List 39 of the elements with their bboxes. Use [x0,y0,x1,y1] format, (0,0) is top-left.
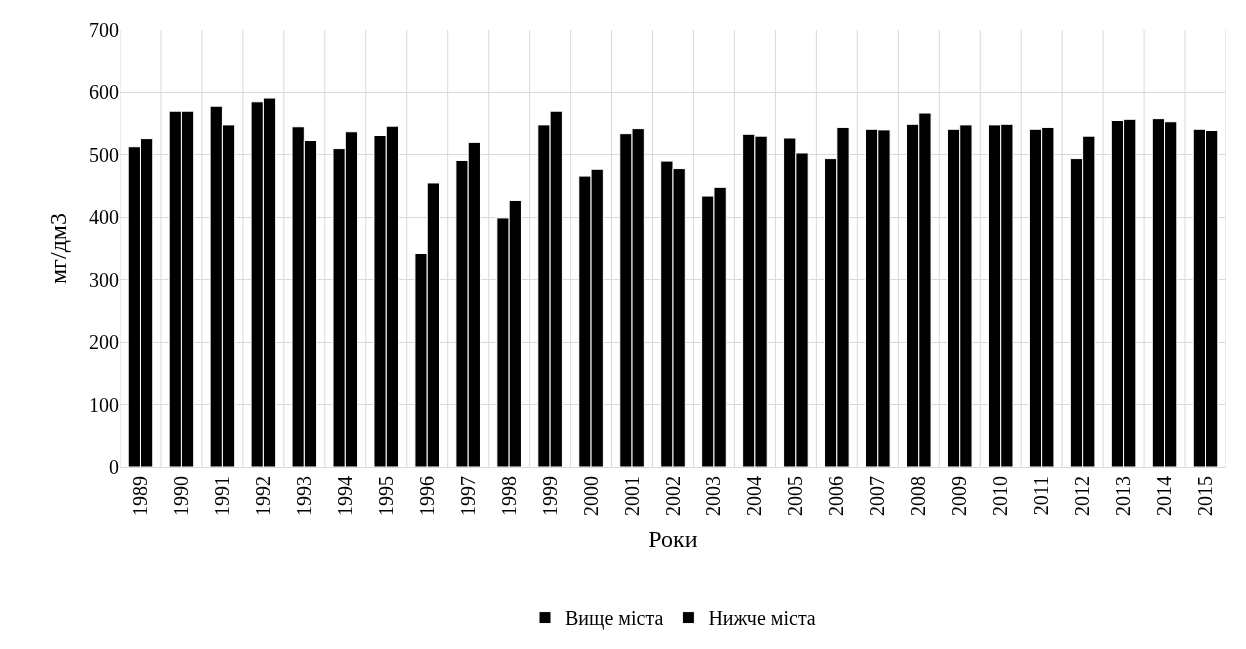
x-tick-label: 2011 [1030,476,1053,516]
y-tick-label: 300 [89,268,119,291]
x-tick-label: 2009 [948,476,971,516]
x-tick-label: 2013 [1112,476,1135,516]
y-tick-label: 500 [89,143,119,166]
x-tick-label: 2001 [620,476,643,516]
y-tick-label: 200 [89,331,119,354]
legend-label: Нижче міста [708,607,816,630]
y-tick-label: 100 [89,393,119,416]
y-tick-label: 600 [89,81,119,104]
y-axis-title: мг/дм3 [45,212,72,285]
x-tick-label: 2015 [1194,476,1217,516]
x-tick-label: 1997 [456,476,479,516]
x-tick-label: 2014 [1153,476,1176,516]
x-tick-label: 1992 [251,476,274,516]
x-tick-label: 1994 [333,476,356,516]
x-tick-label: 2007 [866,476,889,516]
x-tick-label: 2012 [1071,476,1094,516]
x-tick-label: 2006 [825,476,848,516]
x-tick-label: 1999 [538,476,561,516]
x-tick-label: 1996 [415,476,438,516]
x-tick-label: 1990 [169,476,192,516]
x-tick-label: 1995 [374,476,397,516]
x-tick-label: 2000 [579,476,602,516]
y-tick-label: 700 [89,19,119,41]
y-tick-label: 400 [89,206,119,229]
x-tick-label: 2004 [743,476,766,516]
x-tick-label: 1991 [210,476,233,516]
x-tick-label: 2010 [989,476,1012,516]
x-tick-label: 1998 [497,476,520,516]
x-axis-title: Роки [648,526,698,553]
x-tick-label: 1989 [128,476,151,516]
y-tick-label: 0 [109,456,119,478]
x-tick-label: 2008 [907,476,930,516]
x-tick-label: 1993 [292,476,315,516]
x-tick-label: 2002 [661,476,684,516]
x-tick-label: 2005 [784,476,807,516]
legend-label: Вище міста [565,607,664,631]
x-tick-label: 2003 [702,476,725,516]
